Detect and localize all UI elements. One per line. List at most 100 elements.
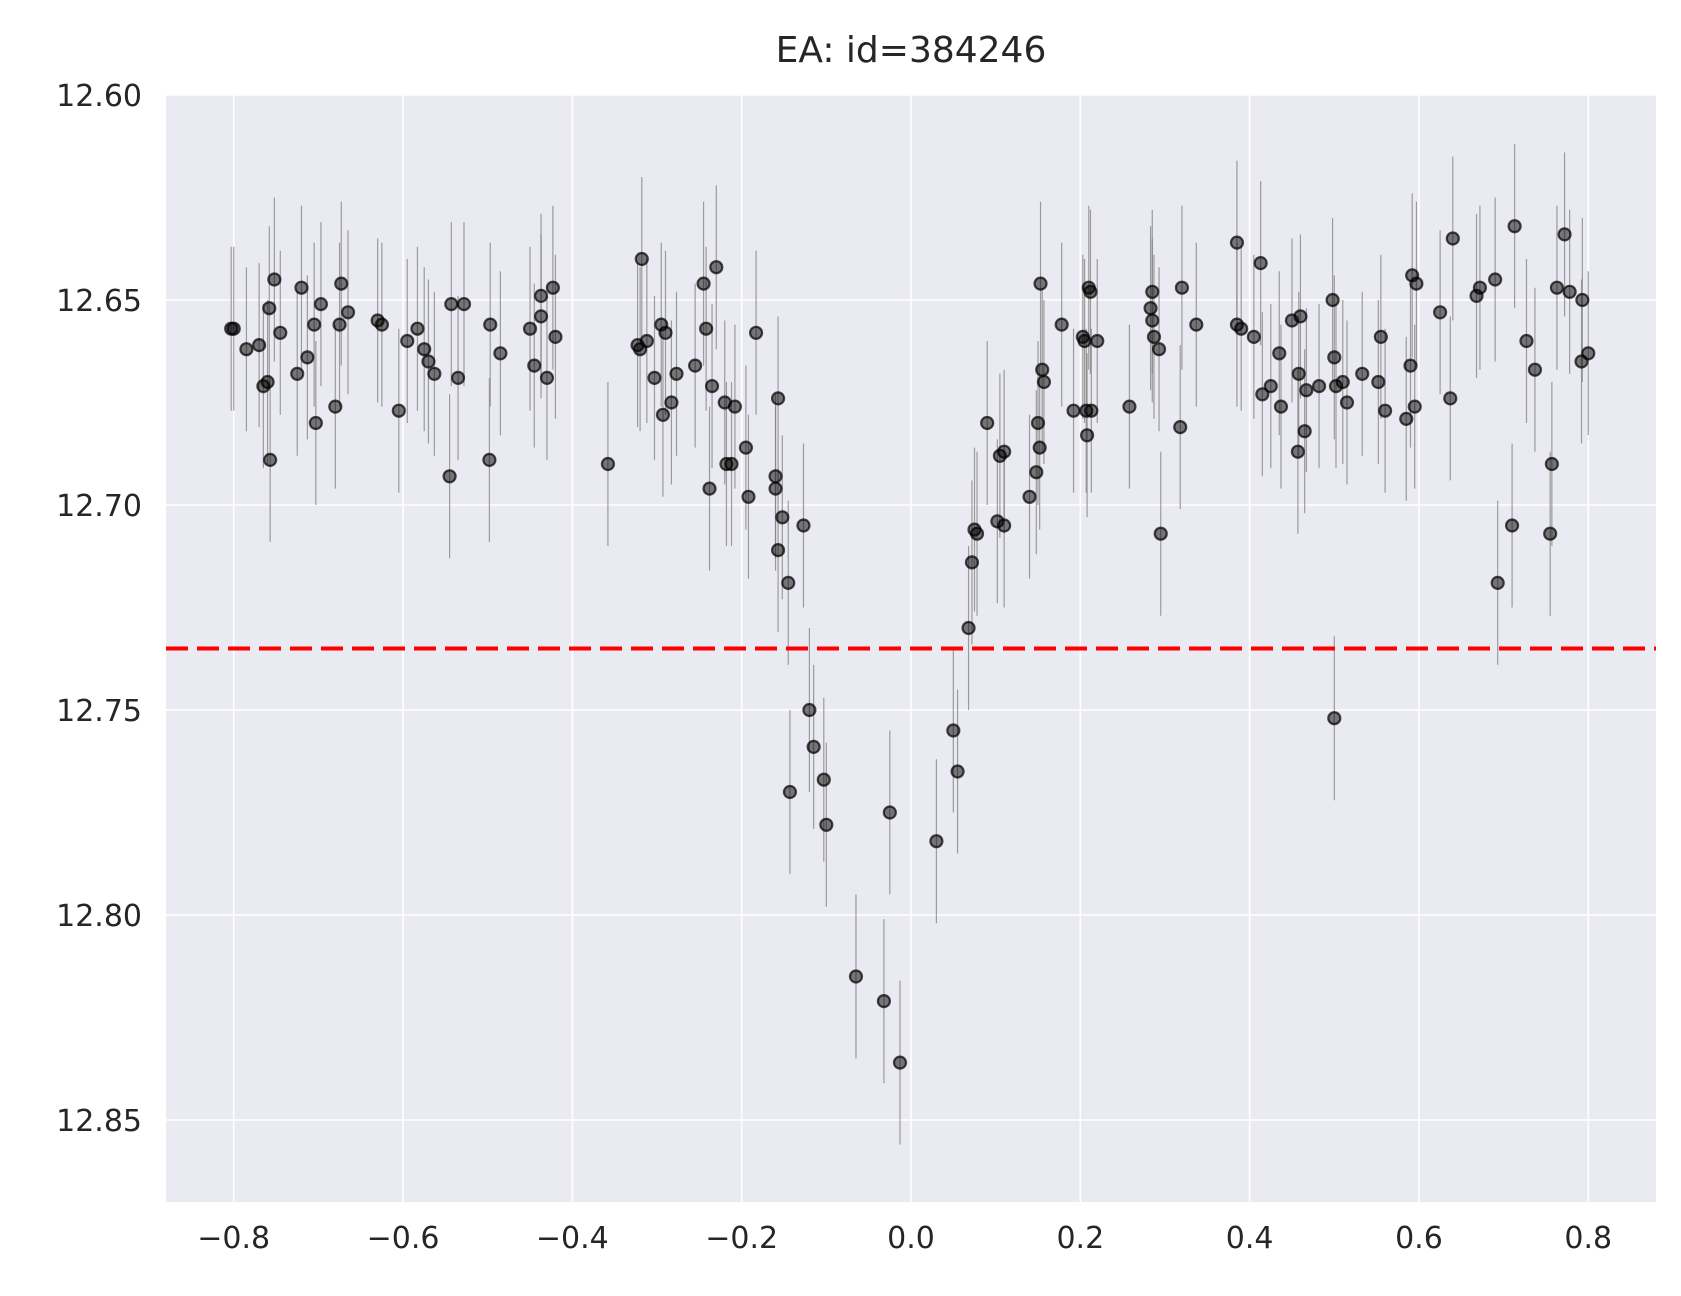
data-point — [1519, 333, 1534, 349]
data-point — [400, 333, 415, 349]
data-point — [702, 481, 717, 496]
data-point — [450, 370, 466, 385]
data-points — [224, 219, 1596, 1070]
data-point — [1581, 346, 1596, 361]
data-point — [239, 342, 254, 357]
data-point — [704, 379, 720, 394]
data-point — [961, 620, 976, 636]
y-tick-label: 12.80 — [56, 899, 142, 934]
data-point — [1311, 379, 1327, 394]
data-point — [1504, 518, 1520, 533]
data-point — [1527, 362, 1543, 377]
data-point — [522, 321, 538, 336]
data-point — [1403, 358, 1418, 373]
x-tick-label: 0.8 — [1564, 1221, 1612, 1256]
data-point — [669, 366, 684, 381]
data-point — [267, 272, 282, 287]
data-point — [1339, 395, 1355, 410]
data-point — [421, 354, 436, 369]
data-point — [533, 288, 549, 303]
data-point — [374, 317, 389, 332]
data-point — [226, 321, 241, 336]
data-point — [260, 374, 275, 390]
data-point — [427, 366, 442, 381]
data-point — [1291, 366, 1306, 381]
data-point — [290, 366, 305, 381]
data-point — [262, 301, 277, 316]
data-point — [1174, 280, 1190, 295]
data-point — [1549, 280, 1565, 295]
data-point — [1544, 456, 1559, 472]
data-point — [1145, 313, 1160, 328]
data-point — [1399, 411, 1414, 426]
data-point — [980, 415, 995, 431]
data-point — [639, 333, 654, 349]
data-point — [709, 260, 724, 275]
x-tick-label: 0.2 — [1056, 1221, 1104, 1256]
data-point — [334, 276, 349, 291]
y-tick-label: 12.65 — [56, 284, 142, 319]
x-tick-label: 0.0 — [887, 1221, 935, 1256]
data-point — [848, 969, 864, 984]
data-point — [1377, 403, 1393, 418]
data-point — [647, 370, 662, 385]
data-point — [1490, 575, 1505, 591]
data-point — [328, 399, 343, 414]
data-point — [1293, 309, 1308, 324]
data-point — [1066, 403, 1081, 418]
x-tick-label: −0.6 — [367, 1221, 440, 1256]
data-point — [768, 469, 783, 484]
data-point — [1253, 256, 1268, 271]
data-point — [1543, 526, 1558, 541]
data-point — [533, 309, 549, 324]
chart-title: EA: id=384246 — [776, 30, 1047, 71]
data-point — [1036, 374, 1052, 390]
data-point — [775, 510, 790, 525]
data-point — [300, 350, 315, 365]
data-point — [634, 251, 649, 267]
data-point — [699, 321, 714, 336]
data-point — [741, 489, 756, 504]
data-point — [1145, 284, 1160, 299]
data-point — [1371, 374, 1386, 390]
x-tick-labels: −0.8 −0.6 −0.4 −0.2 0.0 0.2 0.4 0.6 0.8 — [197, 1221, 1612, 1256]
data-point — [527, 358, 542, 373]
data-point — [308, 415, 323, 431]
data-point — [819, 817, 834, 832]
data-point — [1263, 379, 1278, 394]
data-point — [493, 346, 508, 361]
data-point — [456, 297, 472, 312]
data-point — [1153, 526, 1168, 541]
y-tick-label: 12.75 — [56, 694, 142, 729]
data-point — [997, 444, 1012, 459]
data-point — [1090, 333, 1105, 349]
data-point — [1443, 391, 1458, 406]
data-point — [1407, 399, 1422, 414]
data-point — [1575, 292, 1590, 308]
data-point — [876, 993, 892, 1009]
data-point — [1054, 317, 1069, 332]
data-point — [1327, 711, 1342, 726]
data-point — [1084, 403, 1099, 418]
data-point — [1033, 276, 1048, 291]
data-point — [781, 575, 796, 591]
data-point — [444, 297, 459, 312]
data-point — [997, 518, 1012, 533]
data-point — [442, 469, 457, 484]
data-point — [658, 325, 673, 340]
data-point — [1409, 276, 1424, 291]
data-point — [1077, 333, 1092, 349]
data-point — [1355, 366, 1370, 381]
data-point — [770, 391, 786, 406]
data-point — [417, 342, 432, 357]
data-point — [273, 325, 288, 340]
data-point — [768, 481, 783, 496]
y-tick-label: 12.60 — [56, 79, 142, 114]
data-point — [1272, 346, 1287, 361]
data-point — [770, 542, 786, 558]
data-point — [1246, 329, 1261, 344]
data-point — [802, 702, 817, 718]
data-point — [539, 370, 555, 385]
data-point — [1234, 321, 1249, 336]
data-point — [724, 456, 739, 472]
